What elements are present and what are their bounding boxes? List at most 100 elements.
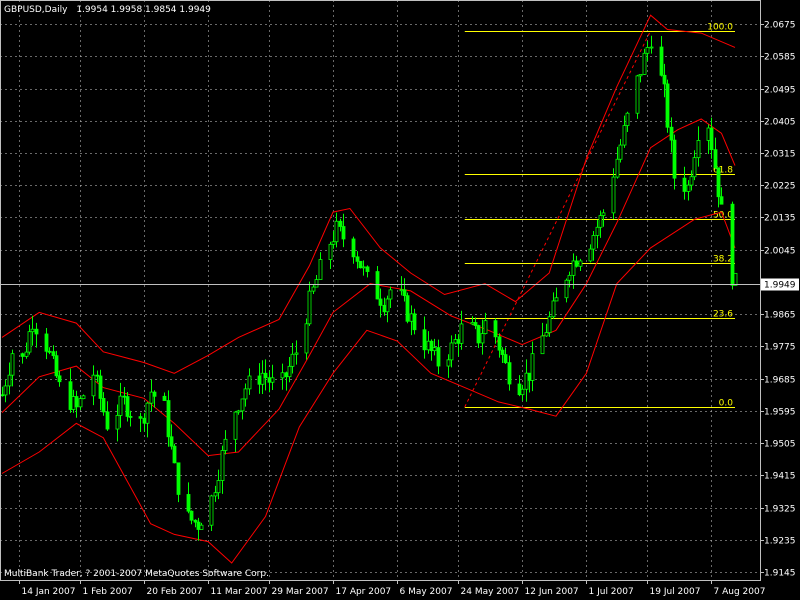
candle-body bbox=[382, 304, 387, 313]
candle-body bbox=[263, 372, 268, 379]
candle-body bbox=[375, 271, 380, 300]
fib-level-label: 23.6 bbox=[713, 310, 733, 320]
candle-body bbox=[449, 342, 454, 361]
candle-body bbox=[689, 176, 694, 186]
candle-body bbox=[314, 279, 319, 288]
y-tick-label: 2.0135 bbox=[764, 214, 796, 224]
candle-body bbox=[595, 226, 600, 236]
candle-body bbox=[716, 167, 721, 198]
plot-frame bbox=[0, 0, 761, 581]
candle-body bbox=[223, 438, 228, 451]
candle-body bbox=[412, 313, 417, 331]
candle-body bbox=[483, 320, 488, 334]
candle-body bbox=[544, 332, 549, 337]
candle-body bbox=[669, 126, 674, 141]
candle-body bbox=[530, 353, 535, 381]
candle-body bbox=[243, 388, 248, 400]
candle-body bbox=[426, 340, 431, 351]
candle-body bbox=[388, 289, 393, 300]
candle-body bbox=[645, 47, 650, 54]
candle-body bbox=[459, 323, 464, 344]
y-tick-label: 2.0405 bbox=[764, 118, 796, 128]
candle-body bbox=[95, 374, 100, 377]
y-tick-label: 2.0675 bbox=[764, 21, 796, 31]
candle-body bbox=[176, 462, 181, 495]
candle-body bbox=[74, 396, 79, 408]
candle-body bbox=[44, 333, 49, 352]
candle-body bbox=[24, 351, 29, 357]
y-tick-label: 1.9595 bbox=[764, 408, 796, 418]
y-tick-label: 1.9325 bbox=[764, 505, 796, 515]
candle-body bbox=[27, 331, 32, 353]
candle-body bbox=[540, 335, 545, 355]
x-tick-label: 1 Jul 2007 bbox=[589, 587, 634, 597]
x-axis: 14 Jan 2007 1 Feb 2007 20 Feb 2007 11 Mar 2… bbox=[19, 580, 766, 597]
candle-body bbox=[105, 411, 110, 430]
candle-body bbox=[551, 300, 556, 318]
candle-body bbox=[71, 396, 76, 410]
candle-body bbox=[672, 139, 677, 179]
candle-body bbox=[34, 328, 39, 335]
candle-body bbox=[713, 149, 718, 169]
x-tick-label: 29 Mar 2007 bbox=[272, 587, 329, 597]
candle-body bbox=[615, 158, 620, 178]
candle-body bbox=[47, 350, 52, 353]
candle-body bbox=[287, 365, 292, 378]
candle-body bbox=[719, 196, 724, 205]
fib-trend-line bbox=[464, 30, 652, 408]
candle-body bbox=[10, 353, 15, 376]
candle-body bbox=[611, 176, 616, 214]
candle-body bbox=[351, 238, 356, 258]
candle-body bbox=[507, 362, 512, 385]
candle-body bbox=[213, 492, 218, 497]
candle-body bbox=[649, 46, 654, 49]
ohlc-values: 1.9954 1.9958 1.9854 1.9949 bbox=[76, 5, 211, 15]
x-tick-label: 14 Jan 2007 bbox=[22, 587, 76, 597]
candle-body bbox=[7, 374, 12, 387]
candle-body bbox=[3, 385, 8, 396]
candle-body bbox=[270, 377, 275, 383]
candle-body bbox=[284, 372, 289, 378]
candle-body bbox=[247, 375, 252, 390]
copyright-text: MultiBank Trader, ? 2001-2007 MetaQuotes… bbox=[4, 569, 269, 579]
candle-body bbox=[294, 352, 299, 355]
candle-body bbox=[405, 295, 410, 322]
candle-body bbox=[588, 248, 593, 262]
fib-level-label: 38.2 bbox=[713, 255, 733, 265]
candle-body bbox=[169, 436, 174, 447]
y-tick-label: 2.0225 bbox=[764, 182, 796, 192]
candle-body bbox=[682, 177, 687, 192]
candle-body bbox=[57, 375, 62, 383]
candle-body bbox=[665, 83, 670, 128]
candle-body bbox=[733, 272, 738, 286]
candle-body bbox=[476, 325, 481, 344]
candle-body bbox=[280, 372, 285, 379]
candle-body bbox=[493, 320, 498, 338]
candle-body bbox=[30, 328, 35, 333]
candle-body bbox=[456, 339, 461, 344]
candle-body bbox=[220, 450, 225, 481]
candle-body bbox=[145, 402, 150, 424]
candle-body bbox=[172, 445, 177, 464]
x-tick-label: 7 Aug 2007 bbox=[714, 587, 766, 597]
candle-body bbox=[635, 75, 640, 114]
candle-body bbox=[503, 354, 508, 364]
candle-body bbox=[547, 316, 552, 333]
candle-body bbox=[338, 220, 343, 227]
y-tick-label: 1.9145 bbox=[764, 569, 796, 579]
candle-body bbox=[422, 329, 427, 351]
candle-body bbox=[567, 274, 572, 281]
candle-body bbox=[527, 372, 532, 381]
y-tick-label: 1.9235 bbox=[764, 537, 796, 547]
candle-body bbox=[625, 112, 630, 126]
x-tick-label: 12 Jun 2007 bbox=[525, 587, 579, 597]
candle-body bbox=[122, 395, 127, 398]
candle-body bbox=[692, 157, 697, 178]
candle-body bbox=[453, 339, 458, 344]
fib-level-label: 0.0 bbox=[719, 399, 734, 409]
y-tick-label: 2.0315 bbox=[764, 150, 796, 160]
x-tick-label: 17 Apr 2007 bbox=[336, 587, 392, 597]
y-tick-label: 1.9505 bbox=[764, 440, 796, 450]
candle-body bbox=[399, 289, 404, 292]
